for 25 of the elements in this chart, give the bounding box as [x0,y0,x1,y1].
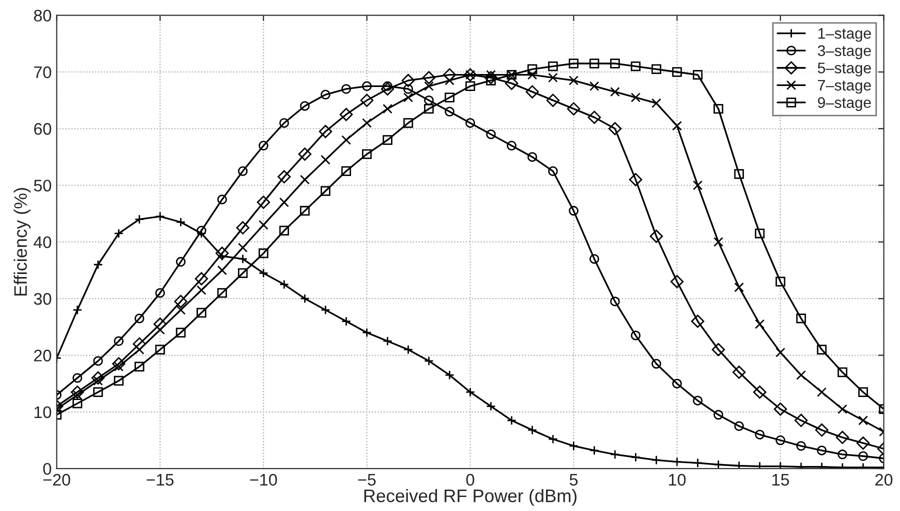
y-axis-title: Efficiency (%) [14,188,31,296]
y-tick-label: 80 [34,10,52,22]
y-tick-label: 40 [34,236,52,248]
x-tick-label: −10 [250,474,277,486]
legend-label: 7–stage [818,80,871,94]
x-tick-label: 5 [570,474,578,486]
x-tick-label: −5 [358,474,376,486]
x-tick-label: −15 [146,474,174,486]
y-tick-label: 20 [34,350,52,362]
y-tick-label: 30 [34,293,52,305]
y-tick-label: 0 [43,462,52,475]
x-tick-label: 15 [772,474,789,486]
x-tick-label: 20 [875,474,892,486]
x-tick-label: −20 [43,474,70,486]
legend-label: 5–stage [818,62,871,76]
y-tick-label: 60 [34,123,52,135]
legend-label: 1–stage [818,28,871,42]
x-tick-label: 10 [669,474,686,486]
y-tick-label: 10 [34,406,52,418]
x-tick-label: 0 [466,474,474,486]
legend-label: 9–stage [818,97,871,111]
y-tick-label: 70 [34,66,52,78]
legend-label: 3–stage [818,45,871,60]
y-tick-label: 50 [34,180,52,192]
x-axis-title: Received RF Power (dBm) [364,488,576,506]
